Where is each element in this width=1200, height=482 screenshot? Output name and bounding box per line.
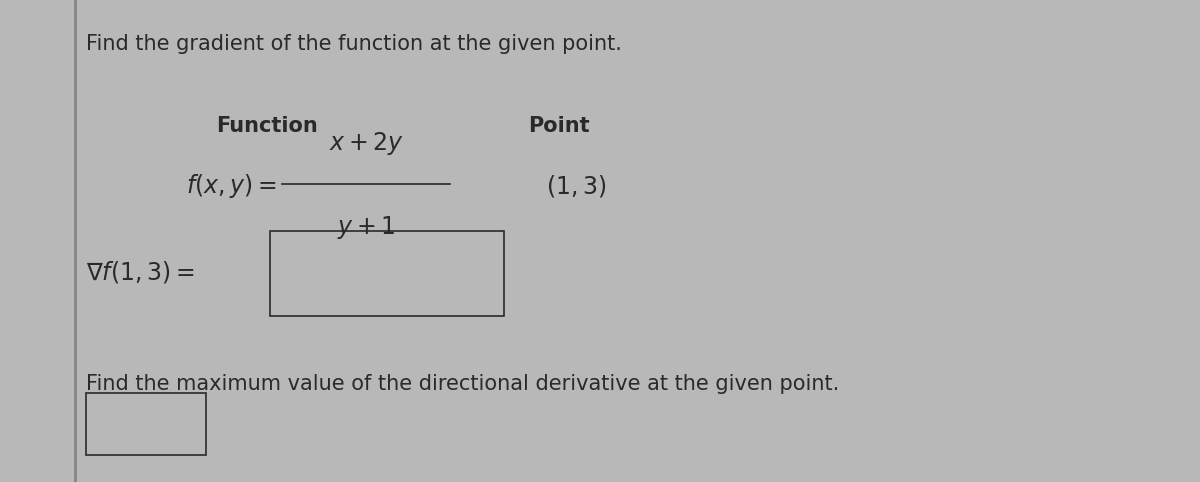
Text: $x + 2y$: $x + 2y$ — [329, 130, 403, 157]
Text: Point: Point — [528, 116, 589, 135]
Text: $(1, 3)$: $(1, 3)$ — [546, 173, 606, 199]
Text: Function: Function — [216, 116, 318, 135]
Text: $y + 1$: $y + 1$ — [337, 214, 395, 241]
Bar — [74, 0, 77, 482]
Text: $\nabla f(1, 3) =$: $\nabla f(1, 3) =$ — [86, 259, 196, 285]
Text: Find the gradient of the function at the given point.: Find the gradient of the function at the… — [86, 34, 623, 54]
Text: Find the maximum value of the directional derivative at the given point.: Find the maximum value of the directiona… — [86, 374, 840, 393]
Text: $f(x, y) =$: $f(x, y) =$ — [186, 172, 277, 200]
